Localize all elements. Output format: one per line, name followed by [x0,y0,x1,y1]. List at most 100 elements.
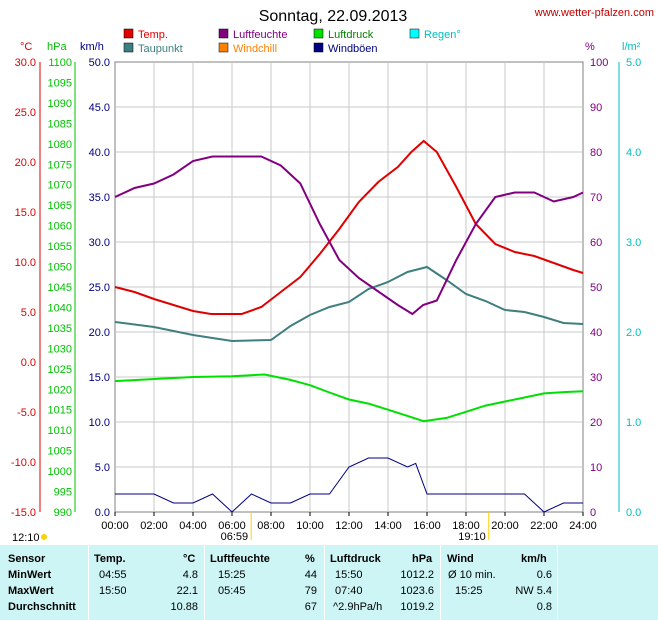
legend-label: Windböen [328,43,378,55]
row-min-wind: 0.6 [536,569,552,581]
wind-tick-label: 0.0 [95,507,110,519]
header-temp: Temp. [94,553,126,565]
row-min-press-time: 15:50 [335,569,363,581]
pressure-tick-label: 1065 [48,200,72,212]
pressure-unit-label: hPa [47,41,67,53]
header-hum-unit: % [305,553,315,565]
humidity-tick-label: 0 [590,507,596,519]
pressure-tick-label: 1050 [48,262,72,274]
legend-swatch [409,28,420,39]
temp-unit-label: °C [20,41,32,53]
row-min-temp: 4.8 [182,569,198,581]
temp-tick-label: 20.0 [15,157,36,169]
header-temp-unit: °C [183,553,196,565]
legend-label: Luftfeuchte [233,29,287,41]
pressure-tick-label: 1015 [48,405,72,417]
pressure-tick-label: 1010 [48,425,72,437]
humidity-tick-label: 90 [590,102,602,114]
row-min-press: 1012.2 [400,569,434,581]
wind-tick-label: 35.0 [89,192,110,204]
humidity-tick-label: 40 [590,327,602,339]
rain-tick-label: 5.0 [626,57,641,69]
temp-tick-label: -10.0 [11,457,36,469]
temp-tick-label: 25.0 [15,107,36,119]
wind-tick-label: 15.0 [89,372,110,384]
humidity-tick-label: 60 [590,237,602,249]
pressure-tick-label: 1005 [48,446,72,458]
temp-tick-label: -15.0 [11,507,36,519]
wind-tick-label: 40.0 [89,147,110,159]
row-max-temp-time: 15:50 [99,585,127,597]
series-line-luftdruck [114,373,584,423]
rain-tick-label: 4.0 [626,147,641,159]
wind-tick-label: 50.0 [89,57,110,69]
x-tick-label: 18:00 [452,520,480,532]
row-avg-press-trend: ^2.9hPa/h [333,601,383,613]
chart-legend: Temp. Taupunkt Luftfeuchte Windchill Luftdru… [123,28,461,55]
row-max-hum-time: 05:45 [218,585,246,597]
humidity-tick-label: 70 [590,192,602,204]
site-link: www.wetter-pfalzen.com [534,7,654,19]
series-line-luftfeuchte [114,155,584,316]
row-min-hum-time: 15:25 [218,569,246,581]
pressure-tick-label: 1040 [48,302,72,314]
humidity-tick-label: 30 [590,372,602,384]
x-tick-label: 04:00 [179,520,207,532]
humidity-tick-label: 10 [590,462,602,474]
pressure-tick-label: 995 [54,487,72,499]
chart-series [114,139,584,513]
header-hum: Luftfeuchte [210,553,270,565]
row-avg-hum: 67 [304,601,317,613]
x-tick-label: 06:00 [218,520,246,532]
stats-table: Sensor Temp. °C Luftfeuchte % Luftdruck … [0,545,658,620]
sunrise-label: 06:59 [221,531,249,543]
header-wind-unit: km/h [521,553,547,565]
humidity-tick-label: 50 [590,282,602,294]
series-line-taupunkt [114,265,584,343]
header-sensor: Sensor [8,553,46,565]
legend-label: Taupunkt [138,43,183,55]
x-tick-label: 22:00 [530,520,558,532]
pressure-tick-label: 1095 [48,77,72,89]
row-avg-press: 1019.2 [400,601,434,613]
x-tick-label: 10:00 [296,520,324,532]
rain-tick-label: 1.0 [626,417,641,429]
x-tick-label: 02:00 [140,520,168,532]
row-max-temp: 22.1 [176,585,198,597]
legend-swatch [218,42,229,53]
row-avg-temp: 10.88 [170,601,198,613]
pressure-tick-label: 1085 [48,118,72,130]
row-avg-wind: 0.8 [536,601,552,613]
temp-tick-label: 15.0 [15,207,36,219]
pressure-tick-label: 1035 [48,323,72,335]
humidity-tick-label: 20 [590,417,602,429]
header-press: Luftdruck [330,553,381,565]
temp-tick-label: 30.0 [15,57,36,69]
legend-swatch [218,28,229,39]
row-max-hum: 79 [304,585,317,597]
pressure-tick-label: 1045 [48,282,72,294]
temp-tick-label: 5.0 [21,307,36,319]
x-tick-label: 12:00 [335,520,363,532]
row-min-wind-time: Ø 10 min. [448,569,496,581]
wind-tick-label: 10.0 [89,417,110,429]
pressure-tick-label: 1025 [48,364,72,376]
x-tick-label: 00:00 [101,520,129,532]
humidity-unit-label: % [585,41,595,53]
chart-axes: 30.0 25.0 20.0 15.0 10.0 5.0 0.0 -5.0 -10.0 -15.0… [11,41,641,544]
wind-tick-label: 20.0 [89,327,110,339]
row-min-label: MinWert [8,569,52,581]
legend-swatch [123,42,134,53]
pressure-tick-label: 1100 [48,57,72,69]
pressure-tick-label: 1090 [48,98,72,110]
sunset-label: 19:10 [458,531,486,543]
row-avg-label: Durchschnitt [8,601,76,613]
chart-title: Sonntag, 22.09.2013 [259,8,408,25]
legend-swatch [313,28,324,39]
x-tick-label: 24:00 [569,520,597,532]
legend-swatch [313,42,324,53]
pressure-tick-label: 1030 [48,343,72,355]
pressure-tick-label: 1080 [48,139,72,151]
humidity-tick-label: 80 [590,147,602,159]
temp-tick-label: -5.0 [17,407,36,419]
